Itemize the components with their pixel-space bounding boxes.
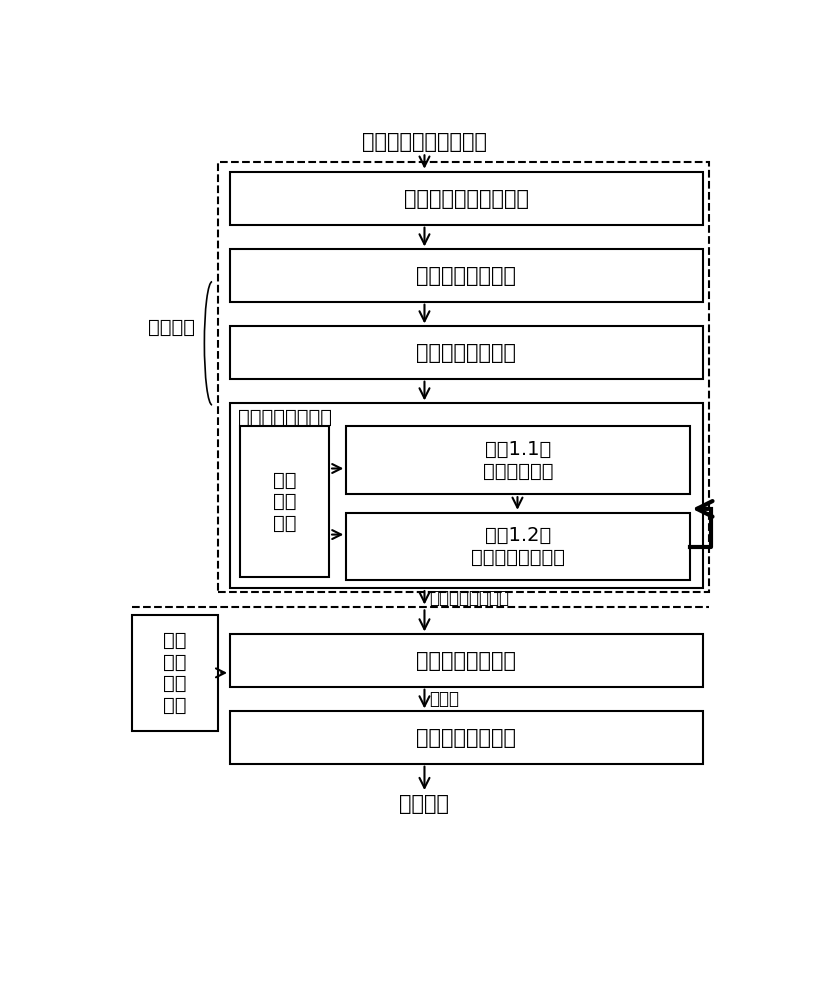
Bar	[229, 249, 702, 302]
Bar	[346, 513, 689, 580]
Text: 步骤４：符号校正: 步骤４：符号校正	[238, 408, 331, 427]
Text: 图像: 图像	[163, 696, 186, 715]
Text: 步骤1.2：: 步骤1.2：	[484, 526, 551, 545]
Bar	[229, 711, 702, 764]
Bar	[229, 326, 702, 379]
Bar	[346, 426, 689, 494]
Bar	[240, 426, 329, 577]
Text: 符号初次校正: 符号初次校正	[482, 462, 552, 481]
Text: 视差値: 视差値	[429, 690, 459, 708]
Text: 符号: 符号	[163, 653, 186, 672]
Text: 步骤５：符号匹配: 步骤５：符号匹配	[416, 651, 516, 671]
Text: 深度点云: 深度点云	[399, 794, 449, 814]
Bar	[229, 634, 702, 687]
Bar	[229, 172, 702, 225]
Text: 输入符号编码图像序列: 输入符号编码图像序列	[362, 132, 486, 152]
Text: 步骤１：自适应预处理: 步骤１：自适应预处理	[403, 189, 528, 209]
Text: 解码: 解码	[163, 674, 186, 693]
Text: 步骤６：深度计算: 步骤６：深度计算	[416, 728, 516, 748]
Text: 符号解码: 符号解码	[148, 318, 195, 337]
Text: 符号: 符号	[272, 470, 296, 489]
Text: 输入符号解码图像: 输入符号解码图像	[429, 589, 508, 607]
Text: 步骤２：符号定位: 步骤２：符号定位	[416, 266, 516, 286]
Text: 规则: 规则	[272, 514, 296, 533]
Bar	[218, 162, 708, 592]
Text: 步骤1.1：: 步骤1.1：	[484, 440, 551, 459]
Text: 步骤３：符号识别: 步骤３：符号识别	[416, 343, 516, 363]
Text: 符号循环校正填补: 符号循环校正填补	[470, 548, 564, 567]
Text: 编码: 编码	[272, 492, 296, 511]
Bar	[132, 615, 218, 731]
Text: 参考: 参考	[163, 631, 186, 650]
Bar	[229, 403, 702, 588]
